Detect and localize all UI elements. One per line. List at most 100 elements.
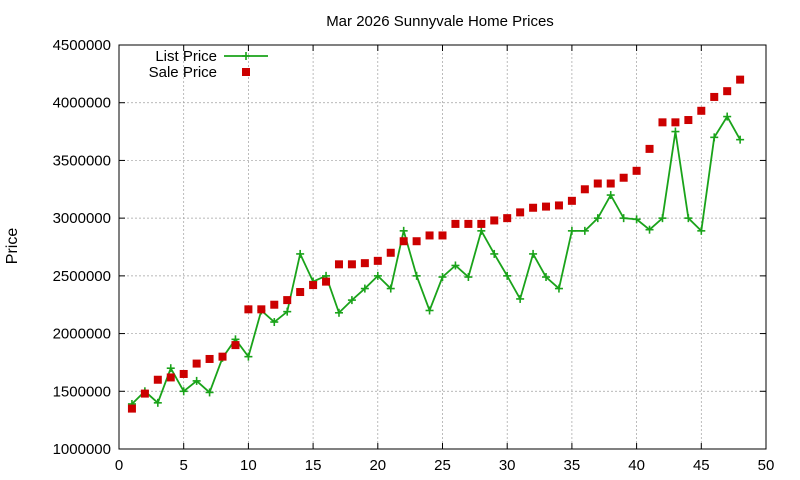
point-0-26 [464, 273, 473, 282]
point-0-18 [360, 284, 369, 293]
point-0-33 [554, 284, 563, 293]
point-1-11 [270, 300, 279, 309]
point-0-23 [425, 306, 434, 315]
point-1-38 [619, 173, 628, 182]
point-1-10 [257, 305, 266, 314]
x-tick-label-3: 15 [305, 457, 322, 474]
point-0-24 [438, 273, 447, 282]
point-0-30 [516, 294, 525, 303]
x-tick-label-5: 25 [434, 457, 451, 474]
point-0-6 [205, 388, 214, 397]
point-1-33 [554, 201, 563, 210]
point-1-45 [710, 92, 719, 101]
point-1-14 [309, 281, 318, 290]
point-0-41 [658, 214, 667, 223]
point-1-35 [580, 185, 589, 194]
point-0-5 [192, 376, 201, 385]
point-0-34 [567, 226, 576, 235]
point-1-28 [490, 216, 499, 225]
point-1-37 [606, 179, 615, 188]
y-tick-label-6: 4000000 [53, 95, 111, 112]
point-0-27 [477, 226, 486, 235]
x-tick-label-4: 20 [369, 457, 386, 474]
legend-sample-sale-price [242, 68, 250, 76]
point-0-20 [386, 284, 395, 293]
point-1-22 [412, 237, 421, 246]
x-tick-label-7: 35 [564, 457, 581, 474]
grid-lines [119, 45, 766, 449]
point-1-43 [684, 116, 693, 125]
point-0-13 [296, 249, 305, 258]
x-tick-label-10: 50 [758, 457, 775, 474]
legend-marker-list-price [242, 52, 250, 60]
y-tick-label-4: 3000000 [53, 210, 111, 227]
point-1-2 [153, 375, 162, 384]
series-0 [127, 112, 745, 408]
point-1-18 [360, 259, 369, 268]
y-tick-label-1: 1500000 [53, 383, 111, 400]
point-0-19 [373, 271, 382, 280]
chart-title: Mar 2026 Sunnyvale Home Prices [326, 13, 554, 30]
point-0-21 [399, 226, 408, 235]
point-0-9 [244, 352, 253, 361]
point-0-42 [671, 127, 680, 136]
legend-label-list-price: List Price [155, 48, 217, 65]
point-0-31 [529, 249, 538, 258]
point-1-7 [218, 352, 227, 361]
x-tick-label-6: 30 [499, 457, 516, 474]
point-0-11 [270, 318, 279, 327]
x-tick-label-8: 40 [628, 457, 645, 474]
x-tick-label-1: 5 [180, 457, 188, 474]
series-layer [127, 75, 745, 413]
point-1-3 [166, 373, 175, 382]
y-tick-label-5: 3500000 [53, 152, 111, 169]
point-0-2 [153, 398, 162, 407]
point-0-32 [542, 273, 551, 282]
axes: 0 5 10 15 20 25 30 35 40 45 50 1000000 1500000 200000… [53, 37, 775, 474]
point-1-12 [283, 296, 292, 305]
point-0-28 [490, 249, 499, 258]
point-1-15 [322, 277, 331, 286]
point-0-44 [697, 226, 706, 235]
point-1-30 [516, 208, 525, 217]
point-1-39 [632, 166, 641, 175]
point-1-32 [542, 202, 551, 211]
legend-marker-sale-price [242, 68, 250, 76]
y-axis-label: Price [4, 228, 21, 265]
point-1-46 [723, 87, 732, 96]
point-0-43 [684, 214, 693, 223]
y-tick-label-7: 4500000 [53, 37, 111, 54]
point-0-40 [645, 225, 654, 234]
point-0-36 [593, 214, 602, 223]
point-0-12 [283, 307, 292, 316]
point-1-16 [334, 260, 343, 269]
point-1-5 [192, 359, 201, 368]
x-tick-label-9: 45 [693, 457, 710, 474]
point-1-47 [736, 75, 745, 84]
point-0-3 [166, 364, 175, 373]
point-1-41 [658, 118, 667, 127]
point-0-29 [503, 271, 512, 280]
point-0-37 [606, 191, 615, 200]
point-1-44 [697, 106, 706, 115]
point-1-36 [593, 179, 602, 188]
point-1-0 [127, 404, 136, 413]
point-1-21 [399, 237, 408, 246]
point-0-35 [580, 226, 589, 235]
point-1-17 [347, 260, 356, 269]
point-1-31 [529, 203, 538, 212]
point-1-34 [567, 196, 576, 205]
point-0-47 [736, 135, 745, 144]
point-1-26 [464, 219, 473, 228]
point-1-8 [231, 341, 240, 350]
point-0-16 [334, 308, 343, 317]
x-tick-label-2: 10 [240, 457, 257, 474]
point-0-22 [412, 271, 421, 280]
point-1-27 [477, 219, 486, 228]
point-0-25 [451, 261, 460, 270]
y-tick-label-0: 1000000 [53, 441, 111, 458]
point-0-39 [632, 215, 641, 224]
x-tick-label-0: 0 [115, 457, 123, 474]
y-tick-label-3: 2500000 [53, 268, 111, 285]
